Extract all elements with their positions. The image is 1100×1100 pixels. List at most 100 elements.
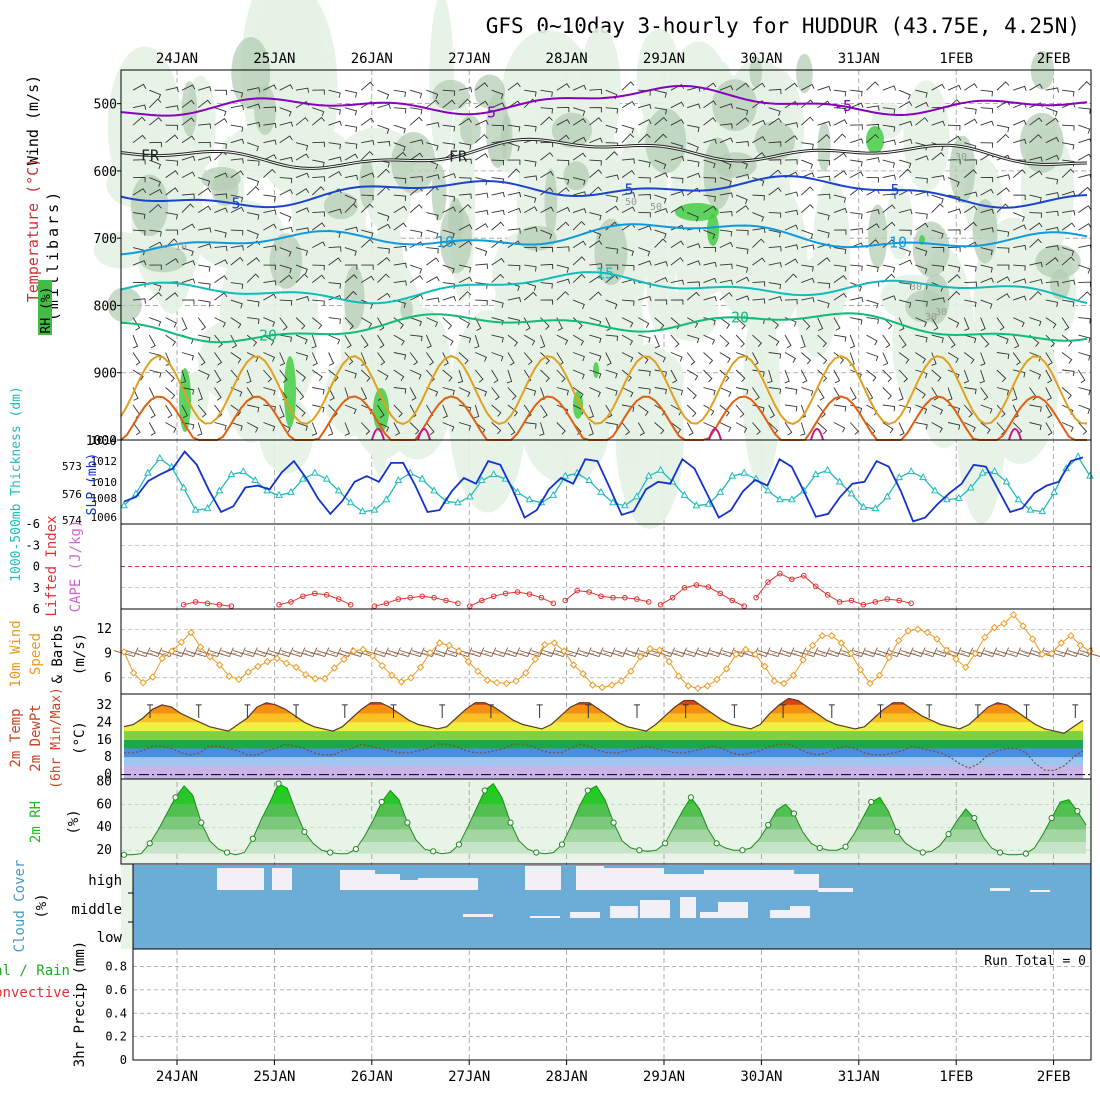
precip-ytick-label: 0.6 [105,983,127,997]
wind-barb [442,206,457,214]
wind-barb [148,404,156,419]
wind-barb [833,229,847,235]
rh-shade-high [675,203,719,221]
wind-barb [328,89,341,98]
wind-barb [768,404,776,419]
wind-barb [360,203,374,213]
wind10-barb [471,647,497,657]
wind10-point [799,656,807,664]
wind-barb [605,205,619,213]
wind-barb [915,264,928,274]
wind-barb [996,387,1010,396]
wind-barb [149,241,163,249]
wind-barb [393,177,407,184]
wind-barb [393,245,407,252]
isotherm-25 [120,354,1088,426]
wind-barb [687,172,701,179]
wind-barb [833,404,847,412]
wind-barb [475,134,488,144]
wind-barb [295,227,310,233]
wind-barb [312,222,326,231]
wind-barb [360,317,373,329]
wind-barb [295,87,310,93]
wind-barb [132,188,147,196]
thickness-point [644,471,653,479]
temp-minmax-bar [1072,704,1079,718]
wind-barb [850,102,864,109]
wind-barb [980,422,991,434]
wind-barb [246,186,260,196]
lifted-axis-label: Lifted Index [44,515,60,616]
wind-barb [589,159,602,166]
date-label-bottom: 2FEB [1037,1069,1071,1085]
wind-barb [1061,317,1070,331]
wind-barb [687,260,701,266]
wind10-point [818,632,826,640]
wind-barb [621,387,634,398]
rh-point [249,835,256,842]
lifted-index-point [335,596,342,602]
wind10-point [636,653,645,661]
upper-ytick-label: 1000 [86,434,117,449]
rh-shade-mid [1049,269,1071,300]
wind-barb [915,299,928,307]
wind-barb [621,158,635,164]
wind-barb [247,159,260,166]
wind-barb [882,334,891,349]
wind-barb [947,177,960,187]
wind-barb [344,174,359,181]
rh-shade-mid [269,233,303,289]
wind-barb [165,86,179,93]
wind-barb [931,229,944,239]
wind-barb [638,296,652,302]
wind-barb [996,334,1009,344]
wind-barb [703,246,717,253]
wind-barb [393,205,407,213]
thickness-point [931,486,939,494]
wind-barb [686,352,696,366]
wind-barb [246,257,260,266]
wind-barb [621,299,635,306]
wind-barb [898,159,912,169]
wind-barb [719,387,732,397]
wind-barb [442,422,455,432]
wind-barb [312,116,325,126]
wind-barb [752,82,766,91]
lifted-index-point [455,600,461,607]
wind-barb [361,299,373,310]
lifted-index-point [812,583,819,590]
rh-point [584,787,591,794]
wind-barb [556,334,569,346]
wind10-barb [1008,647,1033,657]
wind-barb [654,116,668,126]
wind-barb [165,317,177,328]
wind-barb [768,159,782,165]
wind10-barb [996,647,1021,657]
rh-ytick-label: 40 [96,820,112,835]
wind-barb [1078,264,1091,274]
wind-barb [784,258,799,266]
wind-barb [279,188,294,196]
lifted-ytick-label: -6 [26,517,40,531]
rh-contour-label: 50 [625,197,637,208]
wind-barb [964,107,977,115]
wind-barb [540,229,553,240]
wind-barb [1013,212,1025,222]
wind-barb [377,369,389,381]
wind-barb [312,159,325,168]
wind-barb [230,352,242,364]
wind-barb [670,83,685,91]
lifted-index-point [657,601,664,608]
cloud-gap [794,874,819,890]
wind10-barb [793,647,819,657]
wind-barb [1029,352,1042,362]
wind-barb [132,352,141,366]
wind-barb [524,226,538,232]
wind-barb [947,422,961,430]
wind-barb [931,194,944,204]
lifted-index-point [323,592,330,598]
wind-barb [833,264,847,272]
wind-barb [181,352,194,361]
wind-barb [457,369,464,384]
wind-barb [1062,124,1075,131]
